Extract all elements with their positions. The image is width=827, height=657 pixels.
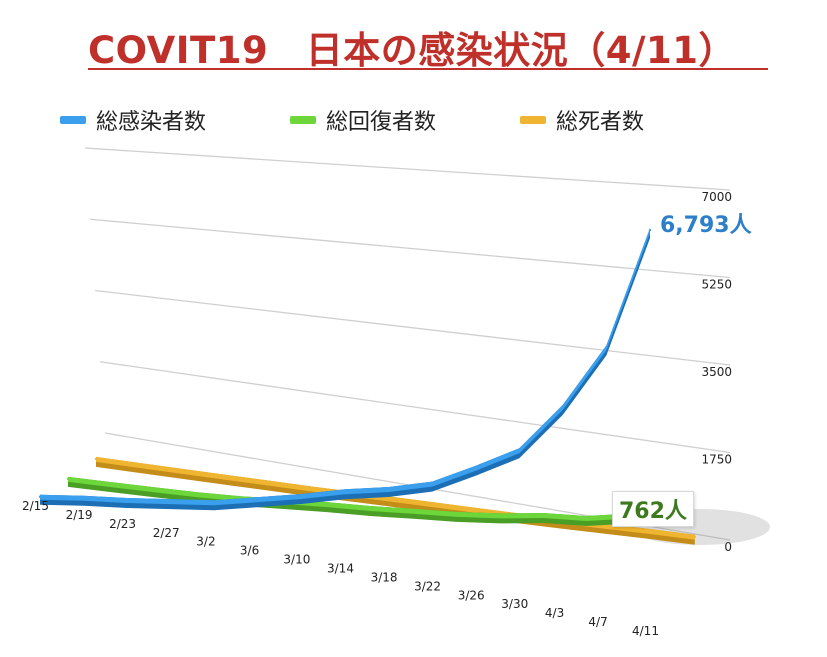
x-tick-label: 4/7 [588, 615, 607, 629]
x-tick-label: 3/18 [371, 570, 398, 584]
x-tick-label: 3/14 [327, 562, 354, 576]
data-point-series-deaths [479, 509, 483, 512]
x-tick-label: 3/6 [240, 544, 259, 558]
x-tick-label: 2/19 [66, 508, 93, 522]
data-point-series-infected [256, 497, 260, 501]
data-point-series-deaths [94, 457, 98, 461]
data-point-series-deaths [693, 535, 696, 538]
legend-label-deaths: 総死者数 [556, 110, 645, 135]
gridline [84, 147, 731, 191]
data-point-series-deaths [137, 463, 140, 467]
data-point-series-deaths [437, 503, 440, 507]
data-point-series-recovered [110, 482, 113, 486]
legend-swatch-infected [60, 116, 86, 124]
series-infected-ribbon [38, 228, 652, 511]
data-point-series-infected [561, 405, 565, 408]
legend-item-recovered[interactable]: 総回復者数 [290, 104, 436, 136]
legend-item-deaths[interactable]: 総死者数 [520, 104, 644, 136]
data-point-series-deaths [308, 487, 312, 490]
data-point-series-deaths [265, 481, 269, 484]
chart-title: COVIT19 日本の感染状況（4/11） [88, 29, 736, 72]
data-point-series-infected [518, 449, 521, 452]
legend-swatch-deaths [520, 116, 546, 124]
data-point-series-infected [213, 501, 216, 504]
y-tick-label: 5250 [701, 278, 732, 292]
data-point-series-infected [38, 495, 42, 498]
legend-swatch-recovered [290, 116, 316, 124]
data-point-series-infected [387, 487, 390, 491]
y-tick-label: 3500 [701, 365, 732, 379]
data-point-series-infected [430, 482, 434, 485]
legend-label-recovered: 総回復者数 [326, 110, 437, 135]
legend-label-infected: 総感染者数 [96, 110, 207, 135]
legend-item-infected[interactable]: 総感染者数 [60, 104, 206, 136]
gridline [94, 289, 731, 366]
data-point-series-deaths [223, 475, 226, 478]
x-tick-label: 2/27 [153, 526, 180, 540]
data-point-series-recovered [369, 506, 372, 510]
x-tick-label: 4/3 [545, 606, 564, 620]
gridlines [84, 147, 731, 541]
data-point-series-infected [474, 466, 477, 469]
data-point-series-recovered [455, 512, 458, 516]
data-point-series-recovered [153, 488, 156, 491]
x-tick-label: 2/23 [109, 517, 136, 531]
callout-recovered-total: 762人 [612, 491, 694, 527]
data-point-series-recovered [584, 516, 588, 520]
data-point-series-infected [125, 498, 129, 502]
y-tick-label: 7000 [701, 190, 732, 204]
data-point-series-infected [343, 490, 347, 493]
data-point-series-recovered [412, 509, 415, 512]
gridline [99, 361, 731, 454]
data-point-series-recovered [498, 514, 501, 517]
callout-infected-total: 6,793人 [660, 213, 752, 238]
data-point-series-infected [169, 499, 172, 503]
x-tick-label: 3/30 [501, 597, 528, 611]
gridline [89, 218, 731, 279]
data-point-series-infected [82, 496, 85, 499]
data-point-series-recovered [541, 513, 545, 517]
chart-legend: 総感染者数 総回復者数 総死者数 [0, 104, 827, 136]
series-recovered-ribbon-top [68, 476, 673, 521]
data-point-series-recovered [325, 502, 329, 506]
data-point-series-deaths [608, 525, 611, 528]
data-point-series-recovered [66, 477, 70, 481]
data-point-series-deaths [180, 469, 183, 472]
data-point-series-deaths [650, 530, 654, 533]
x-tick-label: 3/22 [414, 579, 441, 593]
y-tick-label: 0 [724, 540, 732, 554]
x-tick-label: 4/11 [632, 624, 659, 638]
y-tick-label: 1750 [701, 453, 732, 467]
title-underline [88, 68, 768, 70]
data-point-series-infected [605, 346, 608, 349]
data-point-series-infected [648, 228, 652, 232]
x-tick-label: 3/10 [283, 553, 310, 567]
data-point-series-recovered [196, 493, 199, 496]
x-tick-label: 2/15 [22, 499, 49, 513]
x-tick-label: 3/26 [458, 588, 485, 602]
x-tick-label: 3/2 [196, 535, 215, 549]
data-point-series-infected [300, 494, 303, 498]
data-point-series-deaths [394, 498, 397, 501]
